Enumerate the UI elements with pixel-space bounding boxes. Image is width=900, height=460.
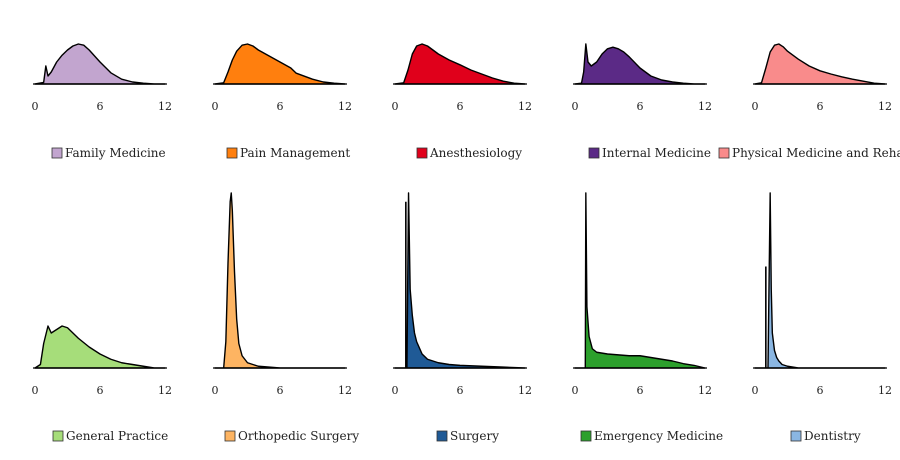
x-tick-label: 12 [698, 384, 712, 397]
legend-swatch [580, 430, 592, 442]
density-area [574, 43, 706, 85]
panel-0: 0 6 12 Family Medicine [32, 43, 172, 160]
panel-2: 0 6 12 Anesthesiology [392, 43, 532, 160]
x-tick-label: 6 [637, 100, 644, 113]
panel-9: 0 6 12 Dentistry [752, 192, 892, 443]
legend-label: Physical Medicine and Rehabilitation [732, 146, 900, 160]
legend-label: Emergency Medicine [594, 429, 723, 443]
density-area [754, 192, 886, 369]
x-tick-label: 12 [878, 100, 892, 113]
density-area [34, 325, 166, 369]
legend-swatch [224, 430, 236, 442]
legend-label: General Practice [66, 429, 168, 443]
legend-label: Anesthesiology [429, 146, 522, 160]
x-tick-label: 6 [277, 100, 284, 113]
x-tick-label: 6 [97, 384, 104, 397]
x-tick-label: 12 [338, 384, 352, 397]
x-tick-label: 6 [817, 384, 824, 397]
x-tick-label: 6 [457, 384, 464, 397]
legend-swatch [416, 147, 428, 159]
legend-swatch [52, 430, 64, 442]
panel-4: 0 6 12 Physical Medicine and Rehabilitation [718, 43, 900, 160]
x-tick-label: 0 [752, 384, 759, 397]
x-tick-label: 6 [637, 384, 644, 397]
density-area [34, 43, 166, 85]
panel-6: 0 6 12 Orthopedic Surgery [212, 192, 359, 443]
x-tick-label: 0 [32, 100, 39, 113]
x-tick-label: 6 [97, 100, 104, 113]
legend-label: Dentistry [804, 429, 861, 443]
panel-3: 0 6 12 Internal Medicine [572, 43, 712, 160]
legend-label: Family Medicine [65, 146, 166, 160]
x-tick-label: 12 [158, 100, 172, 113]
x-tick-label: 0 [32, 384, 39, 397]
x-tick-label: 6 [457, 100, 464, 113]
x-tick-label: 0 [392, 384, 399, 397]
legend-label: Surgery [450, 429, 499, 443]
legend-label: Internal Medicine [602, 146, 711, 160]
legend-swatch [588, 147, 600, 159]
x-tick-label: 6 [817, 100, 824, 113]
legend-label: Orthopedic Surgery [238, 429, 359, 443]
x-tick-label: 0 [212, 384, 219, 397]
x-tick-label: 12 [698, 100, 712, 113]
panel-7: 0 6 12 Surgery [392, 192, 532, 443]
x-tick-label: 12 [158, 384, 172, 397]
legend-swatch [718, 147, 730, 159]
legend-swatch [790, 430, 802, 442]
legend-swatch [436, 430, 448, 442]
x-tick-label: 12 [338, 100, 352, 113]
density-area [394, 192, 526, 369]
x-tick-label: 0 [392, 100, 399, 113]
panel-8: 0 6 12 Emergency Medicine [572, 192, 723, 443]
x-tick-label: 0 [572, 384, 579, 397]
density-area [754, 43, 886, 85]
x-tick-label: 12 [518, 100, 532, 113]
legend-label: Pain Management [240, 146, 350, 160]
x-tick-label: 12 [878, 384, 892, 397]
density-area [574, 192, 706, 369]
density-area [214, 43, 346, 85]
x-tick-label: 0 [212, 100, 219, 113]
density-area [214, 192, 346, 369]
density-area [394, 43, 526, 85]
panel-1: 0 6 12 Pain Management [212, 43, 352, 160]
x-tick-label: 0 [572, 100, 579, 113]
x-tick-label: 12 [518, 384, 532, 397]
legend-swatch [226, 147, 238, 159]
x-tick-label: 6 [277, 384, 284, 397]
panel-5: 0 6 12 General Practice [32, 325, 172, 443]
x-tick-label: 0 [752, 100, 759, 113]
legend-swatch [51, 147, 63, 159]
